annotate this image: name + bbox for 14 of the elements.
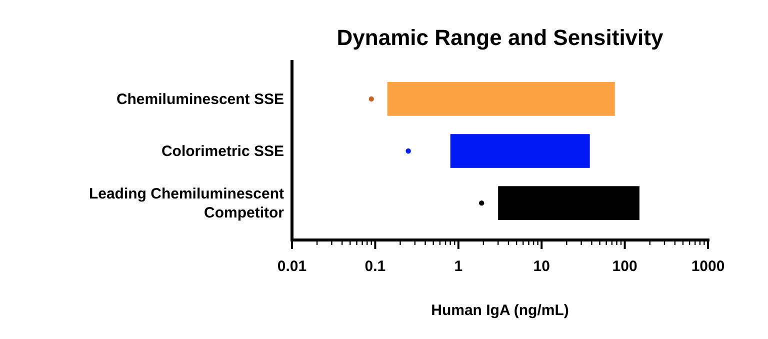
x-axis-title: Human IgA (ng/mL) [431,302,569,319]
x-tick-label: 100 [612,258,638,275]
bar [387,82,615,116]
y-tick-label: Colorimetric SSE [161,143,284,160]
x-tick-label: 10 [533,258,550,275]
bar [450,134,590,168]
x-tick-label: 1 [454,258,463,275]
bar [498,186,640,220]
chart-title: Dynamic Range and Sensitivity [336,25,664,50]
y-tick-label: Leading Chemiluminescent Competitor [88,186,284,222]
x-tick-label: 0.1 [364,258,386,275]
x-tick-label: 1000 [691,258,725,275]
x-tick-label: 0.01 [277,258,307,275]
y-tick-label: Chemiluminescent SSE [116,90,284,108]
